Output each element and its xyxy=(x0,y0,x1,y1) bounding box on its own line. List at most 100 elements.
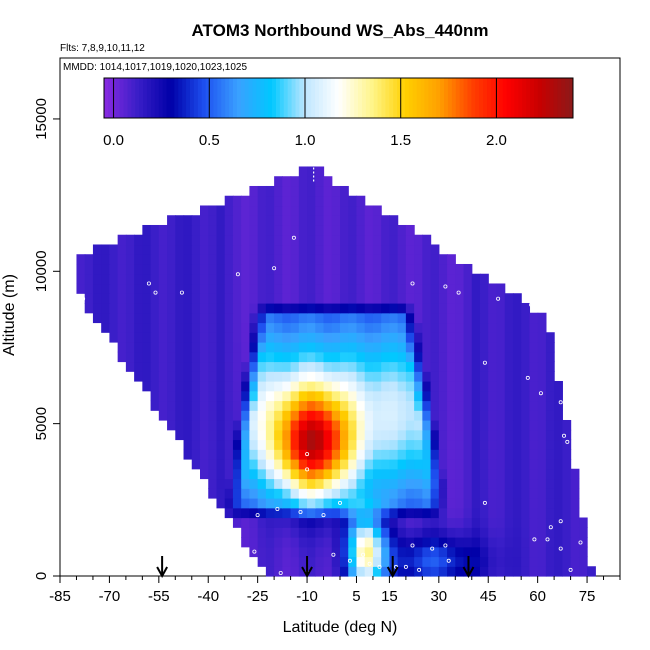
heatmap-cell xyxy=(463,546,473,558)
heatmap-cell xyxy=(488,429,498,441)
heatmap-cell xyxy=(232,449,242,460)
heatmap-cell xyxy=(545,537,555,548)
colorbar-swatch xyxy=(401,78,406,118)
heatmap-cell xyxy=(455,283,465,294)
colorbar-swatch xyxy=(342,78,347,118)
heatmap-cell xyxy=(438,556,448,567)
heatmap-cell xyxy=(471,458,481,470)
heatmap-cell xyxy=(554,419,563,431)
heatmap-cell xyxy=(216,419,226,431)
heatmap-cell xyxy=(397,507,407,519)
heatmap-cell xyxy=(323,351,333,363)
heatmap-cell xyxy=(340,449,349,460)
heatmap-cell xyxy=(290,537,300,548)
heatmap-cell xyxy=(241,527,251,538)
heatmap-cell xyxy=(241,195,251,207)
heatmap-cell xyxy=(414,283,423,294)
heatmap-cell xyxy=(241,498,251,509)
heatmap-cell xyxy=(216,498,226,509)
heatmap-cell xyxy=(570,537,580,548)
heatmap-cell xyxy=(200,449,209,460)
heatmap-cell xyxy=(315,332,325,343)
heatmap-cell xyxy=(521,312,531,324)
heatmap-cell xyxy=(241,488,251,499)
y-tick-label: 5000 xyxy=(33,407,50,440)
heatmap-cell xyxy=(249,390,259,402)
heatmap-cell xyxy=(455,341,465,353)
heatmap-cell xyxy=(562,507,572,519)
heatmap-cell xyxy=(274,205,283,216)
heatmap-cell xyxy=(463,371,473,382)
heatmap-cell xyxy=(504,351,514,363)
heatmap-cell xyxy=(175,273,185,285)
heatmap-cell xyxy=(282,302,292,314)
heatmap-cell xyxy=(257,410,267,421)
heatmap-cell xyxy=(200,468,209,480)
heatmap-cell xyxy=(570,546,580,558)
heatmap-cell xyxy=(554,468,563,480)
heatmap-cell xyxy=(331,458,341,470)
heatmap-cell xyxy=(521,322,531,333)
heatmap-cell xyxy=(265,263,275,275)
heatmap-cell xyxy=(298,517,308,528)
heatmap-cell xyxy=(232,224,242,236)
heatmap-cell xyxy=(463,380,473,392)
heatmap-cell xyxy=(142,351,152,363)
heatmap-cell xyxy=(323,468,333,480)
colorbar-tick-label: 0.5 xyxy=(199,132,220,149)
heatmap-cell xyxy=(241,429,251,441)
heatmap-cell xyxy=(274,195,283,207)
heatmap-cell xyxy=(84,263,94,275)
heatmap-cell xyxy=(397,458,407,470)
heatmap-cell xyxy=(397,546,407,558)
heatmap-cell xyxy=(323,361,333,372)
heatmap-cell xyxy=(274,215,283,226)
heatmap-cell xyxy=(298,390,308,402)
heatmap-cell xyxy=(323,429,333,441)
heatmap-cell xyxy=(496,449,506,460)
heatmap-cell xyxy=(175,429,185,441)
heatmap-cell xyxy=(397,302,407,314)
sample-point xyxy=(525,375,530,380)
heatmap-cell xyxy=(257,517,267,528)
heatmap-cell xyxy=(463,537,473,548)
heatmap-cell xyxy=(438,419,448,431)
heatmap-cell xyxy=(183,244,193,255)
heatmap-cell xyxy=(348,302,358,314)
heatmap-cell xyxy=(257,234,267,246)
heatmap-cell xyxy=(167,224,176,236)
heatmap-cell xyxy=(504,488,514,499)
heatmap-cell xyxy=(504,380,514,392)
heatmap-cell xyxy=(208,371,218,382)
colorbar-swatch xyxy=(232,78,238,118)
heatmap-cell xyxy=(455,390,465,402)
heatmap-cell xyxy=(125,283,135,294)
heatmap-cell xyxy=(364,254,374,265)
heatmap-cell xyxy=(274,283,283,294)
colorbar-swatch xyxy=(526,78,531,118)
heatmap-cell xyxy=(537,556,547,567)
heatmap-cell xyxy=(307,224,316,236)
heatmap-cell xyxy=(331,400,341,411)
heatmap-cell xyxy=(372,527,382,538)
heatmap-cell xyxy=(216,400,226,411)
heatmap-cell xyxy=(101,302,111,314)
heatmap-cell xyxy=(282,332,292,343)
heatmap-cell xyxy=(150,283,160,294)
heatmap-cell xyxy=(257,361,267,372)
heatmap-cell xyxy=(183,390,193,402)
sample-point xyxy=(568,567,573,572)
heatmap-cell xyxy=(216,429,226,441)
heatmap-cell xyxy=(422,390,432,402)
heatmap-cell xyxy=(405,556,415,567)
colorbar-tick-label: 1.0 xyxy=(295,132,316,149)
heatmap-cell xyxy=(504,498,514,509)
heatmap-cell xyxy=(447,498,456,509)
heatmap-cell xyxy=(274,419,283,431)
colorbar: 0.0 0.5 1.0 1.5 2.0 xyxy=(103,77,574,149)
heatmap-cell xyxy=(298,312,308,324)
heatmap-cell xyxy=(471,537,481,548)
heatmap-cell xyxy=(438,341,448,353)
heatmap-cell xyxy=(323,488,333,499)
heatmap-cell xyxy=(512,361,522,372)
